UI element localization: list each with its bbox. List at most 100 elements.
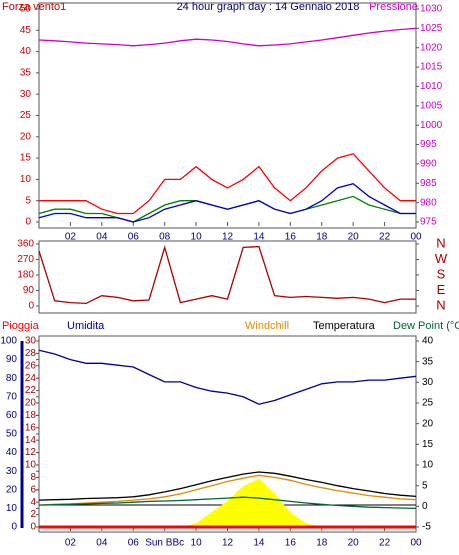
series-line [38,245,416,305]
series-line [38,349,417,405]
x-tick-label: 10 [191,538,203,549]
x-tick-label: 12 [222,538,234,549]
y2-tick-label: 1005 [420,100,443,111]
chart-title: 24 hour graph day : 14 Gennaio 2018 [177,1,360,13]
y2-tick-label: W [435,251,448,266]
y2-tick-label: 1030 [420,4,443,15]
y3-tick-label: 8 [30,472,36,483]
x-tick-label: Sun BBc [145,538,184,549]
y2-tick-label: N [436,297,445,312]
x-tick-label: 00 [410,538,422,549]
y-tick-label: 30 [6,466,18,477]
y2-tick-label: 1020 [420,42,443,53]
x-tick-label: 06 [128,232,140,243]
series-line [38,27,417,47]
y-tick-label: 15 [20,153,32,164]
y-tick-label: 90 [23,285,35,296]
y3-tick-label: 2 [30,509,36,520]
y3-tick-label: 20 [25,398,37,409]
y3-tick-label: 24 [25,373,37,384]
y-tick-label: 360 [17,239,34,250]
y2-tick-label: 985 [420,178,437,189]
series-line [39,153,416,215]
y-tick-label: 90 [6,354,18,365]
y3-tick-label: 4 [30,497,36,508]
y2-tick-label: 980 [420,197,437,208]
x-tick-label: 16 [285,232,297,243]
y2-tick-label: 975 [420,217,437,228]
y2-tick-label: 1010 [420,81,443,92]
y2-tick-label: -5 [422,522,431,533]
series-line [38,474,417,506]
y-tick-label: 10 [6,503,18,514]
y2-tick-label: 40 [422,336,434,347]
x-tick-label: 02 [65,232,77,243]
legend-entry: Windchill [245,320,289,332]
y-tick-label: 50 [20,4,32,15]
x-tick-label: 14 [253,232,265,243]
y2-tick-label: 995 [420,139,437,150]
x-tick-label: 20 [348,232,360,243]
x-tick-label: 02 [65,538,77,549]
y-tick-label: 20 [20,131,32,142]
y-tick-label: 0 [28,301,34,312]
y-tick-label: 80 [6,373,18,384]
y3-tick-label: 18 [25,410,37,421]
y2-tick-label: 5 [422,480,428,491]
y3-tick-label: 10 [25,460,37,471]
y3-tick-label: 26 [25,360,37,371]
y-tick-label: 270 [17,254,34,265]
y2-tick-label: 30 [422,377,434,388]
y-tick-label: 40 [20,46,32,57]
y3-tick-label: 30 [25,336,37,347]
y2-tick-label: 0 [422,501,428,512]
x-tick-label: 12 [222,232,234,243]
y2-axis-title: Pressione [369,1,418,13]
legend-entry: Umidita [67,320,105,332]
legend-entry: Dew Point (°C [393,320,459,332]
y-tick-label: 25 [20,110,32,121]
x-tick-label: 04 [96,232,108,243]
y3-tick-label: 6 [30,484,36,495]
y2-tick-label: 10 [422,460,434,471]
y2-tick-label: 1000 [420,120,443,131]
x-tick-label: 14 [253,538,265,549]
y2-tick-label: N [436,235,445,250]
panel-frame [38,2,417,229]
x-tick-label: 10 [191,232,203,243]
panel-frame [38,335,417,533]
y-tick-label: 30 [20,89,32,100]
y3-tick-label: 22 [25,385,37,396]
y-tick-label: 40 [6,447,18,458]
y2-tick-label: E [437,282,446,297]
legend-entry: Pioggia [2,320,40,332]
y-tick-label: 100 [0,336,17,347]
y-tick-label: 35 [20,68,32,79]
panel-frame [38,240,417,314]
y2-tick-label: 1015 [420,62,443,73]
y-tick-label: 10 [20,174,32,185]
y2-tick-label: 15 [422,439,434,450]
x-tick-label: 04 [96,538,108,549]
x-tick-label: 20 [348,538,360,549]
legend-entry: Temperatura [313,320,376,332]
x-tick-label: 00 [410,232,422,243]
y3-tick-label: 14 [25,435,37,446]
x-tick-label: 16 [285,538,297,549]
y-tick-label: 50 [6,429,18,440]
y2-tick-label: 25 [422,398,434,409]
y3-tick-label: 16 [25,422,37,433]
y2-tick-label: 990 [420,159,437,170]
y-tick-label: 0 [25,217,31,228]
y2-tick-label: 35 [422,356,434,367]
area [39,478,416,527]
y-tick-label: 45 [20,25,32,36]
series-line [38,471,417,501]
y3-tick-label: 28 [25,348,37,359]
y2-tick-label: 1025 [420,23,443,34]
y2-tick-label: 20 [422,418,434,429]
series-line [38,496,417,510]
y-tick-label: 60 [6,410,18,421]
x-tick-label: 18 [316,232,328,243]
